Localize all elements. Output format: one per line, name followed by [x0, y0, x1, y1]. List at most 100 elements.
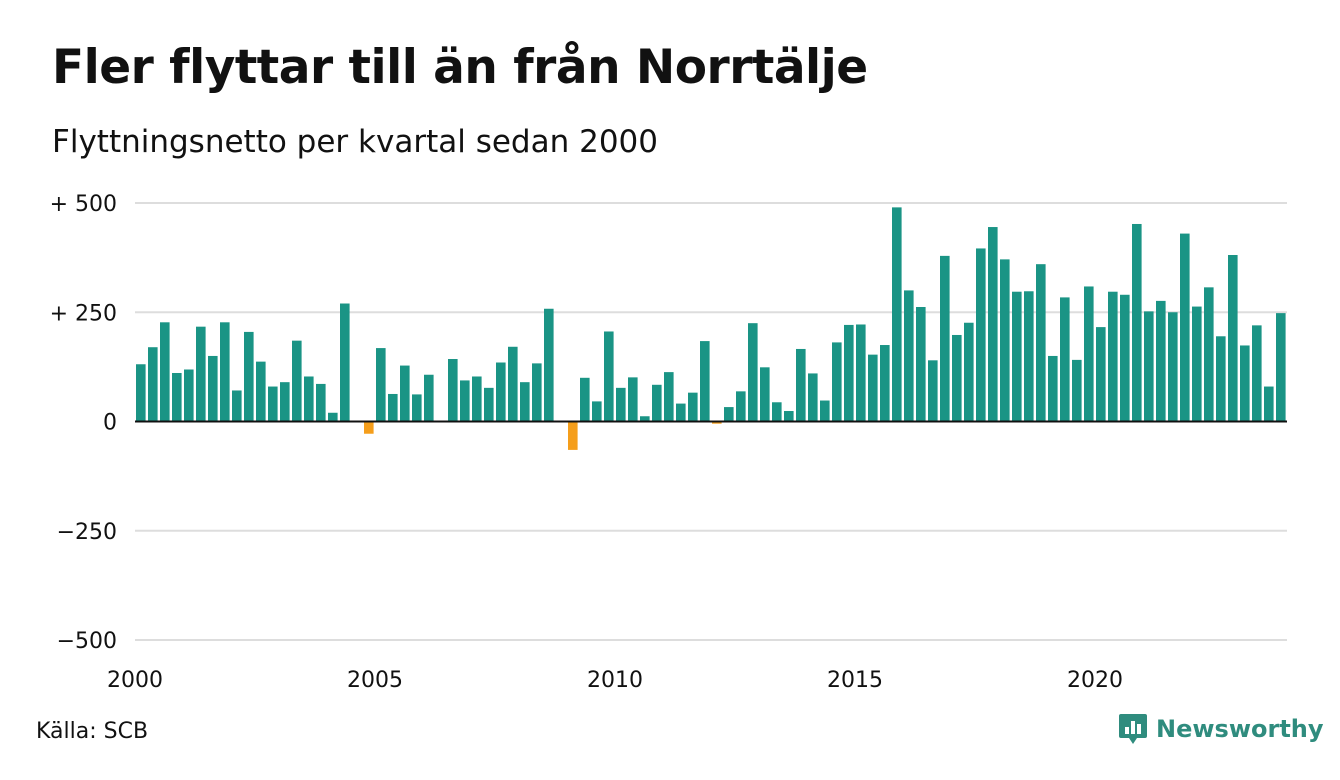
bar	[400, 365, 410, 422]
bar	[1276, 313, 1286, 422]
bar	[616, 387, 626, 422]
bar	[1000, 259, 1010, 422]
bar	[1192, 306, 1202, 422]
bar	[892, 207, 902, 422]
bar	[424, 374, 434, 422]
bar	[916, 307, 926, 422]
bar	[784, 411, 794, 422]
bar	[676, 403, 686, 422]
bar	[988, 227, 998, 422]
bar	[964, 322, 974, 422]
brand-name: Newsworthy	[1156, 715, 1324, 743]
bar	[844, 324, 854, 422]
x-tick-label: 2015	[827, 668, 883, 693]
bar	[1144, 311, 1154, 422]
bar	[1024, 291, 1034, 422]
bar-chart: + 500 + 250 0 −250 −500 2000 2005 2010 2015 2020	[50, 192, 1287, 693]
bar	[280, 382, 290, 422]
bar	[292, 340, 302, 422]
x-tick-label: 2000	[107, 668, 163, 693]
bar	[1204, 287, 1214, 422]
bar	[652, 384, 662, 422]
bar	[256, 361, 266, 422]
bar	[820, 400, 830, 422]
bar	[484, 387, 494, 422]
y-tick-label: 0	[103, 411, 117, 436]
brand-logo: Newsworthy	[1118, 712, 1324, 746]
bar	[1156, 300, 1166, 422]
bar	[1048, 355, 1058, 422]
bar	[736, 391, 746, 422]
bar	[748, 323, 758, 422]
bar	[568, 421, 578, 450]
bar	[364, 421, 374, 434]
x-tick-label: 2005	[347, 668, 403, 693]
bar	[508, 346, 518, 422]
bar	[460, 380, 470, 422]
bar	[328, 412, 338, 422]
bar	[1180, 233, 1190, 422]
bar	[1168, 312, 1178, 422]
bar	[712, 421, 722, 424]
bar	[532, 363, 542, 422]
bar	[688, 392, 698, 422]
bar	[448, 359, 458, 422]
bar	[316, 383, 326, 422]
bar	[928, 360, 938, 422]
bar	[580, 377, 590, 422]
chart-subtitle: Flyttningsnetto per kvartal sedan 2000	[52, 124, 658, 160]
bar	[496, 362, 506, 422]
bar	[1096, 327, 1106, 422]
x-tick-label: 2020	[1067, 668, 1123, 693]
bar	[304, 376, 314, 422]
bar	[1228, 255, 1238, 422]
x-tick-label: 2010	[587, 668, 643, 693]
bar	[796, 348, 806, 422]
source-note: Källa: SCB	[36, 719, 149, 744]
bar	[340, 303, 350, 422]
bar	[1108, 291, 1118, 422]
bar	[172, 372, 182, 422]
bar	[376, 348, 386, 422]
bar	[1036, 264, 1046, 422]
bar	[976, 248, 986, 422]
bar	[592, 401, 602, 422]
bar	[136, 364, 146, 422]
y-tick-label: −500	[57, 629, 117, 654]
bar	[940, 255, 950, 422]
bar	[760, 367, 770, 422]
bar	[832, 342, 842, 422]
bar	[1084, 286, 1094, 422]
bar	[700, 341, 710, 422]
y-tick-label: −250	[57, 520, 117, 545]
bar	[148, 347, 158, 422]
newsworthy-logo-icon	[1119, 714, 1147, 744]
y-tick-label: + 250	[50, 301, 117, 326]
bar	[1216, 336, 1226, 422]
bar	[412, 394, 422, 422]
bar	[244, 331, 254, 422]
bar	[772, 402, 782, 422]
bar	[1132, 223, 1142, 422]
bar	[520, 382, 530, 422]
bar	[1060, 297, 1070, 422]
bar	[604, 331, 614, 422]
bar	[1240, 345, 1250, 422]
bar	[1072, 359, 1082, 422]
bar	[160, 322, 170, 422]
bar	[640, 416, 650, 422]
y-tick-label: + 500	[50, 192, 117, 217]
bar	[1012, 291, 1022, 422]
bar	[208, 355, 218, 422]
bar	[232, 390, 242, 422]
grid-lines	[135, 202, 1287, 641]
bar	[220, 322, 230, 422]
bar	[868, 354, 878, 422]
chart-title: Fler flyttar till än från Norrtälje	[52, 40, 868, 95]
bar	[184, 369, 194, 422]
bar	[196, 326, 206, 422]
bar	[856, 324, 866, 422]
bar	[388, 393, 398, 422]
bar	[1264, 386, 1274, 422]
bars	[136, 207, 1286, 450]
